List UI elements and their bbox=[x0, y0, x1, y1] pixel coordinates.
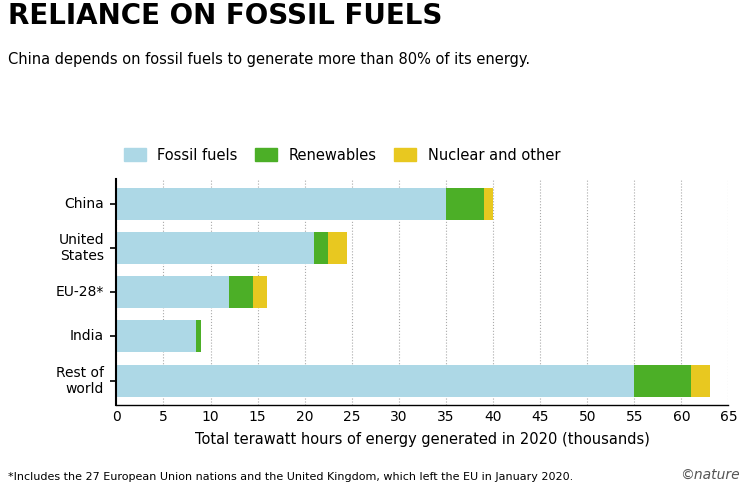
Bar bbox=[116, 188, 446, 219]
Bar bbox=[116, 232, 314, 264]
Bar bbox=[691, 365, 710, 397]
Bar bbox=[116, 365, 635, 397]
Legend: Fossil fuels, Renewables, Nuclear and other: Fossil fuels, Renewables, Nuclear and ot… bbox=[124, 148, 560, 163]
Text: *Includes the 27 European Union nations and the United Kingdom, which left the E: *Includes the 27 European Union nations … bbox=[8, 472, 573, 482]
Bar bbox=[253, 276, 267, 308]
X-axis label: Total terawatt hours of energy generated in 2020 (thousands): Total terawatt hours of energy generated… bbox=[195, 432, 650, 447]
Bar bbox=[446, 188, 484, 219]
Bar bbox=[116, 321, 197, 353]
Bar bbox=[116, 276, 229, 308]
Bar bbox=[328, 232, 347, 264]
Bar bbox=[635, 365, 691, 397]
Bar bbox=[314, 232, 328, 264]
Text: ©nature: ©nature bbox=[680, 468, 740, 482]
Text: RELIANCE ON FOSSIL FUELS: RELIANCE ON FOSSIL FUELS bbox=[8, 2, 442, 30]
Bar bbox=[229, 276, 253, 308]
Bar bbox=[197, 321, 201, 353]
Text: China depends on fossil fuels to generate more than 80% of its energy.: China depends on fossil fuels to generat… bbox=[8, 52, 529, 67]
Bar bbox=[484, 188, 493, 219]
